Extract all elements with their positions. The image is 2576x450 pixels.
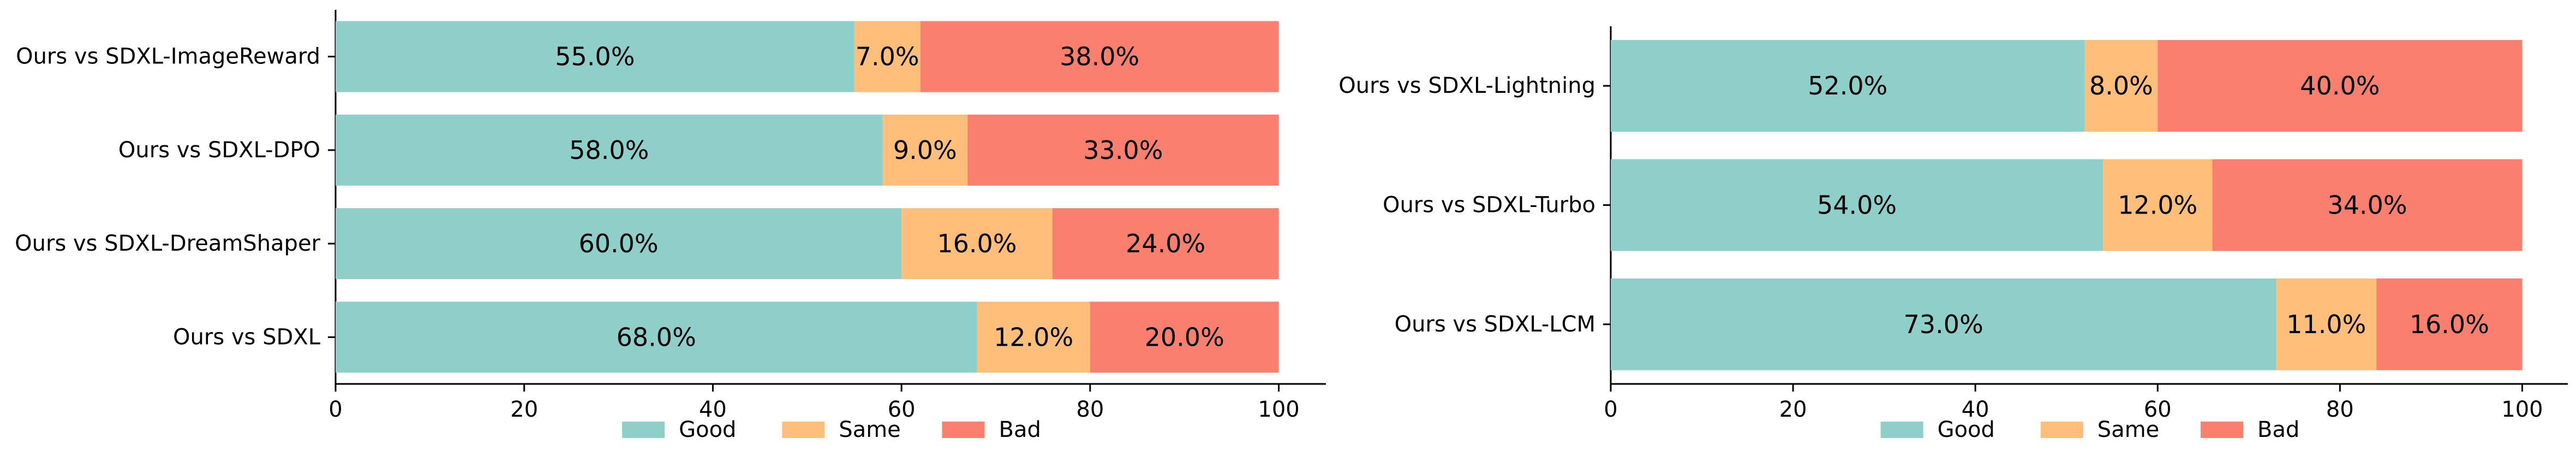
- x-tick-label: 60: [888, 397, 916, 422]
- legend-swatch-bad: [942, 422, 985, 438]
- x-tick-label: 40: [1962, 397, 1989, 422]
- data-label-bad: 24.0%: [1126, 229, 1205, 258]
- category-label: Ours vs SDXL-Lightning: [1338, 73, 1595, 98]
- left-chart-panel: 0 20 40 60 80 100 Ours vs SDXL-ImageReward 55.0…: [15, 10, 1326, 422]
- x-tick-label: 0: [1604, 397, 1617, 422]
- data-label-good: 73.0%: [1904, 310, 1983, 339]
- bar-same-ours-vs-sdxl-imagereward: [854, 21, 921, 92]
- x-tick-label: 0: [328, 397, 342, 422]
- legend-swatch-same: [2040, 422, 2083, 438]
- bar-bad-ours-vs-sdxl-imagereward: [920, 21, 1279, 92]
- data-label-bad: 40.0%: [2300, 71, 2380, 100]
- left-legend: Good Same Bad: [622, 417, 1041, 442]
- bar-good-ours-vs-sdxl-lcm: [1611, 278, 2276, 370]
- legend-label-good: Good: [1938, 417, 1995, 442]
- data-label-good: 58.0%: [569, 135, 649, 165]
- x-tick-label: 60: [2144, 397, 2172, 422]
- data-label-same: 8.0%: [2089, 71, 2153, 100]
- legend-swatch-bad: [2201, 422, 2243, 438]
- category-label: Ours vs SDXL-DreamShaper: [15, 231, 320, 256]
- right-legend: Good Same Bad: [1880, 417, 2299, 442]
- legend-swatch-good: [1880, 422, 1923, 438]
- data-label-same: 12.0%: [994, 322, 1073, 352]
- x-tick-label: 80: [1076, 397, 1104, 422]
- data-label-good: 54.0%: [1817, 191, 1897, 220]
- x-tick-label: 20: [1779, 397, 1807, 422]
- data-label-bad: 33.0%: [1083, 135, 1163, 165]
- legend-label-same: Same: [2097, 417, 2159, 442]
- x-tick-label: 100: [2501, 397, 2543, 422]
- bar-bad-ours-vs-sdxl-dreamshaper: [1052, 208, 1279, 280]
- bar-good-ours-vs-sdxl-turbo: [1611, 159, 2103, 251]
- data-label-same: 9.0%: [893, 135, 957, 165]
- bar-good-ours-vs-sdxl-lightning: [1611, 40, 2085, 132]
- legend-swatch-same: [782, 422, 825, 438]
- data-label-good: 52.0%: [1808, 71, 1887, 100]
- legend-label-bad: Bad: [999, 417, 1041, 442]
- bar-bad-ours-vs-sdxl: [1090, 301, 1279, 373]
- category-label: Ours vs SDXL: [173, 324, 321, 350]
- bar-bad-ours-vs-sdxl-lcm: [2376, 278, 2523, 370]
- data-label-same: 16.0%: [937, 229, 1017, 258]
- bar-bad-ours-vs-sdxl-dpo: [967, 114, 1279, 186]
- bar-bad-ours-vs-sdxl-lightning: [2157, 40, 2523, 132]
- data-label-good: 60.0%: [579, 229, 659, 258]
- bar-same-ours-vs-sdxl-turbo: [2103, 159, 2213, 251]
- bar-good-ours-vs-sdxl-dpo: [336, 114, 883, 186]
- bar-good-ours-vs-sdxl-imagereward: [336, 21, 854, 92]
- data-label-bad: 16.0%: [2410, 310, 2489, 339]
- bar-good-ours-vs-sdxl: [336, 301, 977, 373]
- bar-bad-ours-vs-sdxl-turbo: [2212, 159, 2523, 251]
- bar-same-ours-vs-sdxl-lcm: [2276, 278, 2377, 370]
- right-chart-panel: 0 20 40 60 80 100 Ours vs SDXL-Lightning 52.0% 8…: [1338, 26, 2568, 422]
- x-tick-label: 20: [510, 397, 538, 422]
- legend-label-bad: Bad: [2257, 417, 2299, 442]
- bar-same-ours-vs-sdxl-dreamshaper: [901, 208, 1053, 280]
- bar-same-ours-vs-sdxl: [977, 301, 1090, 373]
- data-label-same: 11.0%: [2286, 310, 2366, 339]
- legend-label-same: Same: [839, 417, 900, 442]
- legend-swatch-good: [622, 422, 665, 438]
- bar-same-ours-vs-sdxl-dpo: [882, 114, 968, 186]
- data-label-bad: 38.0%: [1060, 42, 1139, 72]
- bar-good-ours-vs-sdxl-dreamshaper: [336, 208, 902, 280]
- category-label: Ours vs SDXL-ImageReward: [16, 44, 320, 69]
- x-tick-label: 100: [1258, 397, 1299, 422]
- data-label-good: 68.0%: [617, 322, 696, 352]
- category-label: Ours vs SDXL-LCM: [1395, 312, 1595, 337]
- bar-same-ours-vs-sdxl-lightning: [2084, 40, 2158, 132]
- data-label-bad: 34.0%: [2327, 191, 2407, 220]
- data-label-same: 7.0%: [856, 42, 919, 72]
- legend-label-good: Good: [679, 417, 736, 442]
- category-label: Ours vs SDXL-Turbo: [1383, 193, 1595, 218]
- data-label-good: 55.0%: [555, 42, 635, 72]
- x-tick-label: 80: [2326, 397, 2354, 422]
- category-label: Ours vs SDXL-DPO: [118, 138, 320, 163]
- data-label-bad: 20.0%: [1145, 322, 1224, 352]
- x-tick-label: 40: [699, 397, 727, 422]
- data-label-same: 12.0%: [2118, 191, 2197, 220]
